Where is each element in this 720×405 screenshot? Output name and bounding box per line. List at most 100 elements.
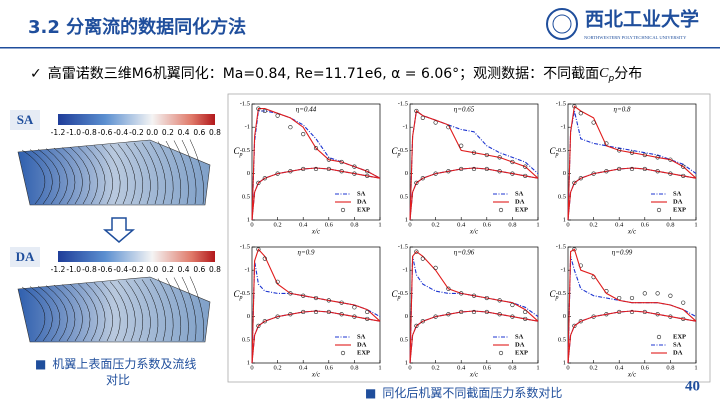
exp-point [433,314,438,319]
exp-point [655,155,660,160]
exp-point [352,171,357,176]
exp-point [262,176,267,181]
exp-point [497,312,502,317]
colorbar [58,251,215,262]
y-tick-label: -1.5 [398,100,408,107]
exp-point [471,309,477,315]
wing-panels: SA-1.2 -1.0 -0.8 -0.6 -0.4 -0.2 0.0 0.2 0.4 0.6 0.… [10,110,221,343]
cp-curve [409,167,539,221]
streamline [45,285,68,342]
streamline [157,141,174,205]
x-axis-label: x/c [469,228,479,236]
exp-point [339,300,344,305]
left-caption: ■ 机翼上表面压力系数及流线对比 [35,356,196,387]
y-tick-label: 1 [405,359,408,366]
y-tick-label: 0.5 [558,336,566,343]
exp-point [313,309,319,315]
streamline [181,276,197,342]
colorbar-tick: 0.0 [146,265,158,274]
exp-point [433,265,438,270]
exp-point [433,120,438,125]
cp-curve [251,248,381,364]
y-tick-label: 0 [563,170,566,177]
y-tick-label: -0.5 [398,147,408,154]
colorbar-tick: -1.2 [51,265,66,274]
exp-point [433,171,438,176]
exp-point [655,291,660,296]
exp-point [275,171,280,176]
exp-point [578,111,583,116]
y-tick-label: -1 [561,267,566,274]
cp-curve [567,248,697,364]
logo-text: 西北工业大学 [585,8,699,31]
exp-point [414,249,419,254]
exp-point [313,295,319,301]
y-tick-label: 1 [563,359,566,366]
x-tick-label: 0.2 [432,364,440,371]
x-tick-label: 0.6 [641,364,650,371]
plots-caption: ■ 同化后机翼不同截面压力系数对比 [365,385,562,400]
x-tick-label: 1 [536,221,539,228]
x-tick-label: 0 [408,364,411,371]
panel-label: SA [17,112,34,127]
exp-point [471,293,477,298]
exp-point [256,106,261,111]
cp-curve [567,310,697,364]
y-tick-label: -1 [245,267,250,274]
streamline [85,145,106,205]
exp-point [668,171,673,176]
x-tick-label: 0.2 [274,364,282,371]
exp-point [629,166,635,172]
exp-point [668,293,673,298]
exp-point [420,176,425,181]
streamline [109,281,129,342]
logo-emblem [546,8,578,40]
streamline [93,282,113,342]
streamline [29,286,53,342]
panel-label-box [10,247,40,267]
colorbar [58,114,215,125]
exp-point [326,298,331,303]
legend-label: EXP [357,206,370,213]
y-tick-label: -0.5 [240,290,250,297]
exp-point [523,173,528,179]
x-tick-label: 0.6 [483,364,492,371]
y-axis-label: Cp [233,146,242,158]
exp-point [655,169,660,174]
colorbar-tick: -1.0 [66,128,81,137]
exp-point [275,314,280,319]
exp-point [288,125,293,130]
panel-label: DA [16,249,35,264]
x-tick-label: 0.8 [666,364,674,371]
exp-point [446,286,451,291]
y-tick-label: 0.5 [242,193,250,200]
exp-point [629,150,635,155]
section-label: η=0.99 [612,249,633,257]
y-axis-sub: p [555,152,559,158]
exp-point [326,309,331,315]
x-tick-label: 0.2 [432,221,440,228]
y-tick-label: 0 [405,313,408,320]
x-tick-label: 0.8 [666,221,674,228]
cp-curve [409,250,539,364]
caption-mark: ■ [365,386,376,400]
colorbar-tick: 0.2 [162,265,174,274]
legend-label: EXP [673,333,686,340]
exp-point [471,150,477,155]
cp-curve [409,110,539,221]
streamline [117,280,136,342]
x-axis-label: x/c [627,228,637,236]
exp-point [642,166,647,172]
colorbar-tick: -0.4 [113,265,128,274]
exp-point [591,171,596,176]
exp-point [459,166,464,172]
y-axis-sub: p [239,152,243,158]
x-axis-label: x/c [469,371,479,379]
exp-point [420,319,425,324]
colorbar-tick: 0.2 [162,128,174,137]
y-tick-label: 0 [563,313,566,320]
exp-point [365,309,370,315]
x-axis-label: x/c [627,371,637,379]
streamline [77,283,98,342]
